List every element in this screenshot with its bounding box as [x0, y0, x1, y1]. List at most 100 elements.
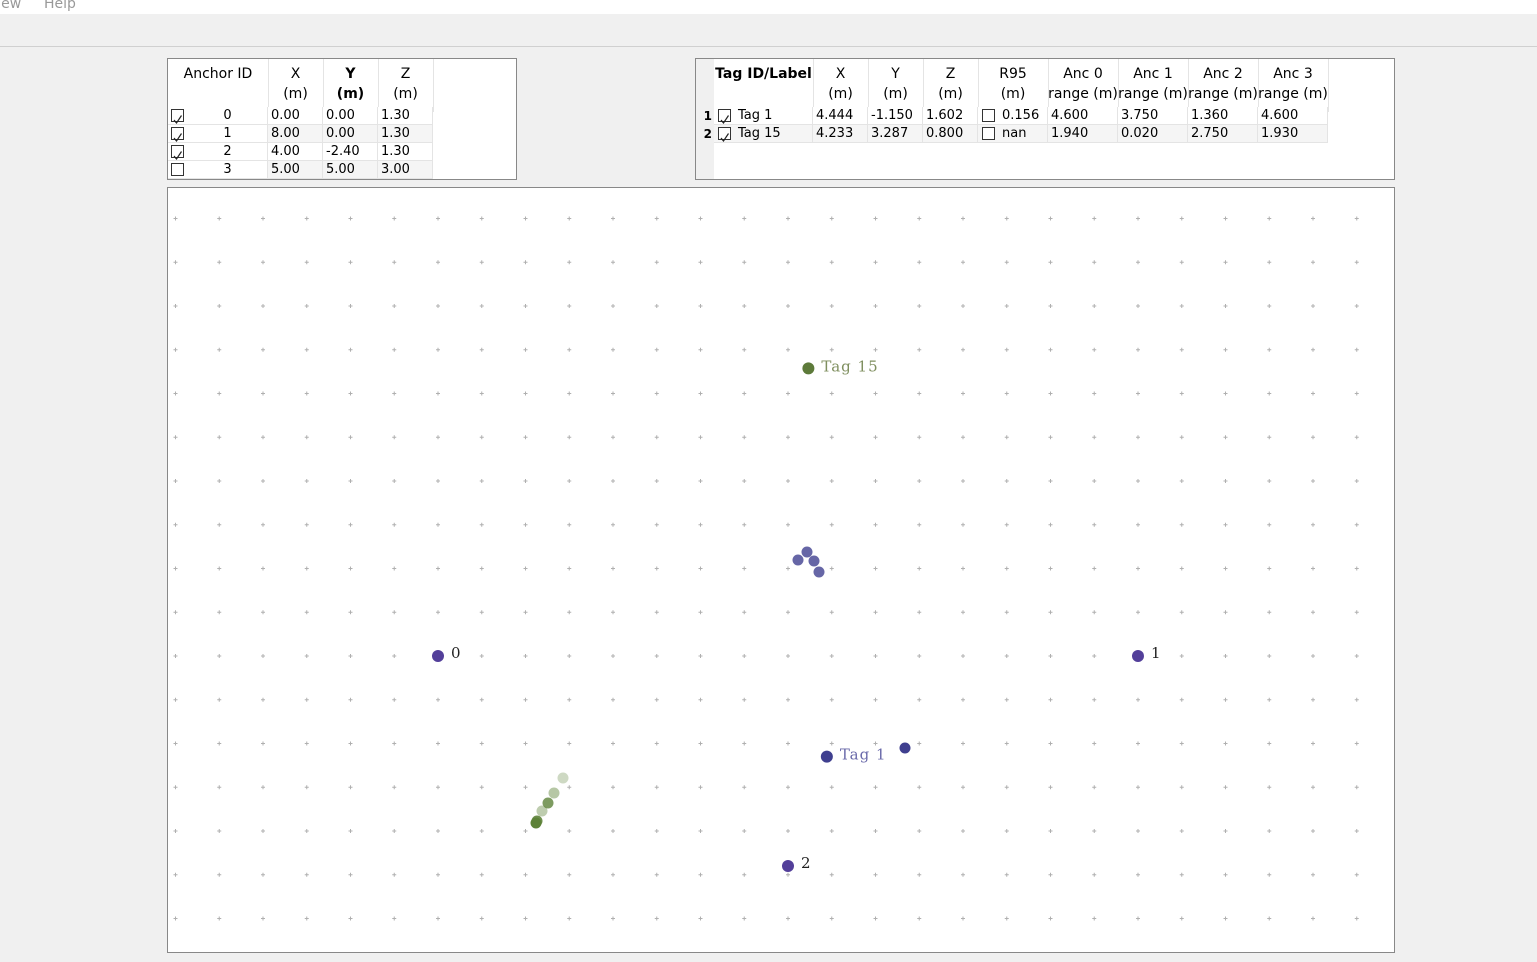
grid-cross	[1179, 654, 1184, 658]
value-cell: 0.00	[323, 125, 378, 143]
menu-help[interactable]: Help	[44, 0, 76, 12]
header-line: Anc 2	[1203, 66, 1243, 82]
header-line: (m)	[1000, 86, 1026, 102]
grid-cross	[261, 522, 265, 527]
grid-cross	[611, 741, 615, 746]
checkbox[interactable]	[982, 127, 995, 140]
checkbox[interactable]	[718, 127, 731, 143]
grid-cross	[479, 260, 484, 265]
grid-cross	[392, 304, 397, 308]
grid-cross	[786, 785, 790, 790]
grid-cross	[742, 829, 747, 833]
grid-cross	[1354, 566, 1359, 571]
grid-cross	[873, 260, 878, 265]
grid-cross	[1004, 916, 1009, 921]
grid-cross	[173, 785, 178, 790]
grid-cross	[611, 522, 615, 527]
grid-cross	[1136, 435, 1140, 440]
grid-cross	[1354, 435, 1359, 440]
grid-cross	[1311, 304, 1315, 308]
grid-cross	[217, 741, 222, 746]
grid-cross	[786, 610, 790, 615]
grid-cross	[392, 785, 397, 790]
grid-cross	[786, 741, 790, 746]
value-cell: 1.30	[378, 107, 433, 125]
value-cell: 4.600	[1258, 107, 1328, 125]
grid-cross	[1004, 435, 1009, 440]
grid-cross	[1354, 260, 1359, 265]
grid-cross	[304, 872, 309, 877]
value-cell: 1.30	[378, 143, 433, 161]
grid-cross	[1267, 347, 1272, 352]
grid-cross	[304, 785, 309, 790]
grid-cross	[1311, 479, 1315, 483]
grid-cross	[786, 216, 790, 221]
header-line: R95	[999, 66, 1027, 82]
checkbox[interactable]	[982, 109, 995, 122]
grid-cross	[1179, 522, 1184, 527]
grid-cross	[479, 391, 484, 396]
checkbox[interactable]	[171, 127, 184, 143]
grid-cross	[1136, 347, 1140, 352]
value-cell: 1.30	[378, 125, 433, 143]
menu-view[interactable]: View	[0, 0, 22, 12]
value-cell: 5.00	[323, 161, 378, 179]
grid-cross	[1223, 479, 1228, 483]
grid-cross	[1136, 216, 1140, 221]
header-line: range (m)	[1048, 86, 1118, 102]
checkbox[interactable]	[171, 109, 184, 125]
header-line: X	[290, 66, 301, 82]
grid-cross	[173, 610, 178, 615]
grid-cross	[611, 304, 615, 308]
grid-cross	[567, 741, 572, 746]
grid-cross	[436, 216, 440, 221]
grid-cross	[304, 347, 309, 352]
grid-cross	[261, 216, 265, 221]
grid-cross	[1267, 741, 1272, 746]
grid-cross	[173, 522, 178, 527]
grid-cross	[479, 697, 484, 702]
grid-cross	[917, 260, 922, 265]
grid-cross	[698, 741, 703, 746]
grid-cross	[917, 216, 922, 221]
grid-cross	[1092, 829, 1097, 833]
grid-cross	[173, 391, 178, 396]
grid-cross	[1354, 304, 1359, 308]
id-cell: 0	[168, 107, 268, 125]
checkbox[interactable]	[171, 163, 184, 176]
grid-cross	[654, 785, 659, 790]
grid-cross	[654, 610, 659, 615]
grid-cross	[1354, 347, 1359, 352]
grid-cross	[917, 654, 922, 658]
grid-cross	[1092, 697, 1097, 702]
grid-cross	[1136, 610, 1140, 615]
grid-cross	[523, 479, 528, 483]
grid-cross	[261, 304, 265, 308]
grid-cross	[742, 741, 747, 746]
grid-cross	[304, 216, 309, 221]
column-header: Anc 2 range (m)	[1188, 59, 1259, 112]
grid-cross	[392, 522, 397, 527]
grid-cross	[654, 872, 659, 877]
grid-cross	[1267, 872, 1272, 877]
grid-cross	[786, 304, 790, 308]
grid-cross	[698, 260, 703, 265]
grid-cross	[654, 916, 659, 921]
grid-cross	[829, 391, 834, 396]
grid-cross	[1004, 829, 1009, 833]
grid-cross	[1354, 479, 1359, 483]
grid-cross	[1136, 566, 1140, 571]
column-header: Anc 1 range (m)	[1118, 59, 1189, 112]
grid-cross	[611, 435, 615, 440]
checkbox[interactable]	[718, 109, 731, 125]
grid-cross	[1267, 260, 1272, 265]
grid-cross	[1179, 435, 1184, 440]
grid-cross	[611, 610, 615, 615]
column-header: Anc 3 range (m)	[1258, 59, 1329, 112]
grid-cross	[567, 785, 572, 790]
checkbox[interactable]	[171, 145, 184, 161]
value-cell: 0.020	[1118, 125, 1188, 143]
grid-cross	[523, 697, 528, 702]
value-cell: 0.00	[323, 107, 378, 125]
grid-cross	[261, 872, 265, 877]
